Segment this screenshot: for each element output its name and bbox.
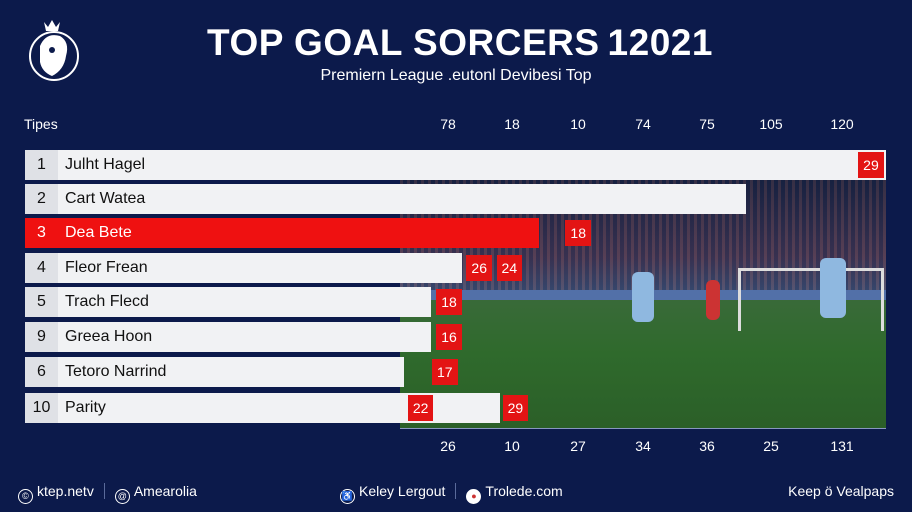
at-icon: @ [114,489,130,504]
footer-link-4[interactable]: Trolede.com [485,483,563,499]
value-label: 29 [502,395,529,421]
player-name: Tetoro Narrind [65,363,167,380]
value-label: 18 [436,289,462,315]
value-label: 26 [466,255,492,281]
rank: 9 [25,322,58,352]
copyright-icon: © [18,489,33,504]
top-tick-label: 74 [635,116,651,132]
rank: 1 [25,150,58,180]
premier-league-logo [26,16,82,82]
footer-right[interactable]: Keep ö Vealpaps [788,483,894,499]
value-label: 22 [407,395,434,421]
accessibility-icon: ♿ [340,489,355,504]
bottom-tick-label: 34 [635,438,651,454]
player-name: Cart Watea [65,190,146,207]
top-tick-label: 120 [830,116,854,132]
scorer-row[interactable]: 2 Cart Watea [25,184,886,214]
scorer-row[interactable]: 9 Greea Hoon 16 [25,322,886,352]
goal-bar [25,253,463,283]
bottom-tick-label: 131 [830,438,854,454]
rank: 6 [25,357,58,387]
scorer-row[interactable]: 1 Julht Hagel 29 [25,150,886,180]
player-name: Dea Bete [65,224,132,241]
player-name: Parity [65,399,106,416]
rank: 2 [25,184,58,214]
rank: 3 [37,224,46,241]
player-name: Trach Flecd [65,293,149,310]
goal-bar [25,357,404,387]
player-name: Fleor Frean [65,259,148,276]
top-tick-label: 105 [759,116,783,132]
scorer-row[interactable]: 6 Tetoro Narrind 17 [25,357,886,387]
value-label: 17 [431,359,458,385]
footer-left: © ktep.netv @ Amearolia [18,483,197,504]
footer-link-2[interactable]: Amearolia [133,483,197,499]
axis-label: Tipes [24,116,58,132]
bottom-tick-label: 25 [763,438,779,454]
value-label: 29 [858,152,884,178]
scorer-row[interactable]: 5 Trach Flecd 18 [25,287,886,317]
bottom-tick-label: 10 [504,438,520,454]
player-name: Julht Hagel [65,156,146,173]
goal-bar [25,150,886,180]
rank: 10 [25,393,58,423]
top-tick-label: 18 [504,116,520,132]
goal-bar [25,184,746,214]
player-name: Greea Hoon [65,328,153,345]
value-label: 24 [496,255,523,281]
value-label: 16 [436,324,462,350]
top-tick-label: 78 [440,116,456,132]
value-label: 18 [565,220,591,246]
rank: 5 [25,287,58,317]
scorer-row[interactable]: 3 Dea Bete 18 [25,218,886,248]
page-title: TOP GOAL SORCERS 12021 [207,22,713,63]
flag-icon: ● [466,489,482,504]
goal-bar [25,218,540,248]
goal-bar [25,322,432,352]
rank: 4 [25,253,58,283]
footer-mid: ♿ Keley Lergout ● Trolede.com [340,483,563,504]
scorer-row[interactable]: 10 Parity 22 29 [25,393,886,423]
scorer-row[interactable]: 4 Fleor Frean 26 24 [25,253,886,283]
goal-bar [25,287,432,317]
top-tick-label: 75 [699,116,715,132]
footer-link-3[interactable]: Keley Lergout [359,483,446,499]
subtitle: Premiern League .eutonl Devibesi Top [320,67,592,84]
x-axis-line [400,428,886,429]
footer-link-1[interactable]: ktep.netv [37,483,94,499]
bottom-tick-label: 27 [570,438,586,454]
bottom-tick-label: 36 [699,438,715,454]
top-tick-label: 10 [570,116,586,132]
bottom-tick-label: 26 [440,438,456,454]
